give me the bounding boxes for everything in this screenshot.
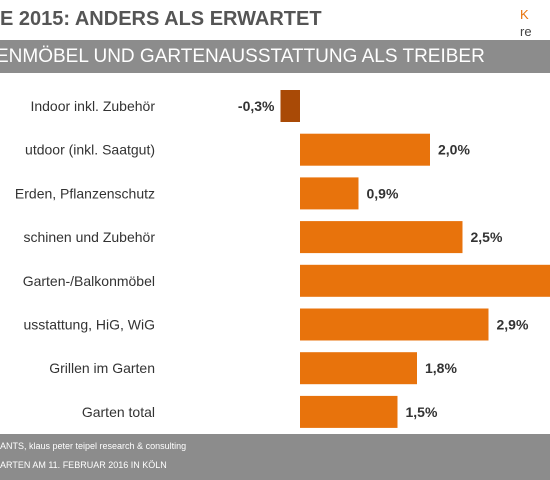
- subtitle-text: ENMÖBEL UND GARTENAUSSTATTUNG ALS TREIBE…: [0, 46, 485, 67]
- value-label: 1,5%: [406, 404, 438, 420]
- logo-text-bottom: re: [520, 24, 532, 39]
- bar: [300, 264, 550, 297]
- bar: [300, 395, 398, 428]
- category-label: Garten total: [82, 404, 155, 420]
- value-label: 0,9%: [367, 185, 399, 201]
- footer-event: ARTEN AM 11. FEBRUAR 2016 IN KÖLN: [0, 460, 167, 470]
- bar: [300, 221, 463, 254]
- subtitle-banner: ENMÖBEL UND GARTENAUSSTATTUNG ALS TREIBE…: [0, 40, 550, 73]
- value-label: 1,8%: [425, 360, 457, 376]
- footer-bar: ANTS, klaus peter teipel research & cons…: [0, 434, 550, 480]
- bar: [300, 177, 359, 210]
- value-label: 2,5%: [471, 229, 503, 245]
- company-logo: K re: [520, 6, 550, 40]
- category-label: Grillen im Garten: [49, 360, 155, 376]
- bar: [300, 133, 430, 166]
- category-label: schinen und Zubehör: [23, 229, 155, 245]
- logo-text-top: K: [520, 7, 529, 22]
- category-label: Garten-/Balkonmöbel: [23, 273, 155, 289]
- category-label: Erden, Pflanzenschutz: [15, 185, 155, 201]
- category-label: utdoor (inkl. Saatgut): [25, 142, 155, 158]
- category-label: Indoor inkl. Zubehör: [30, 98, 155, 114]
- bar: [300, 352, 417, 385]
- footer-source: ANTS, klaus peter teipel research & cons…: [0, 441, 187, 451]
- bar: [300, 308, 489, 341]
- bar: [280, 90, 300, 122]
- bar-chart: Indoor inkl. Zubehör -0,3% utdoor (inkl. S…: [15, 90, 550, 428]
- page-title: E 2015: ANDERS ALS ERWARTET: [0, 8, 322, 30]
- value-label: 2,9%: [497, 317, 529, 333]
- category-label: usstattung, HiG, WiG: [24, 317, 155, 333]
- value-label: -0,3%: [238, 98, 275, 114]
- value-label: 2,0%: [438, 142, 470, 158]
